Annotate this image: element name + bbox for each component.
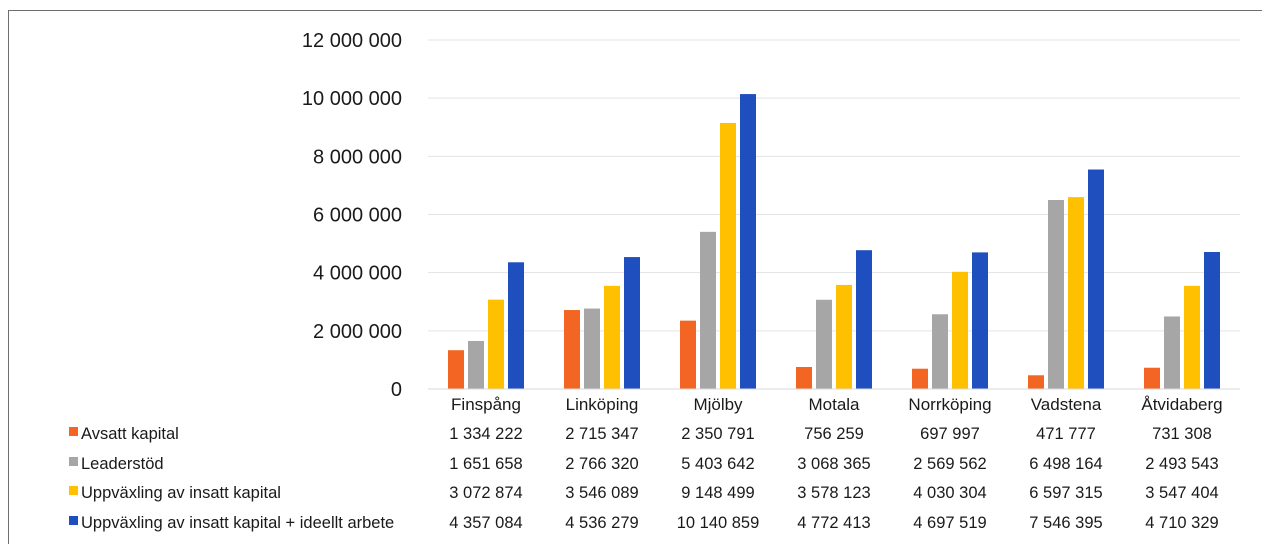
bar-2-1	[468, 340, 484, 389]
data-table-value: 3 546 089	[565, 484, 638, 502]
bar-1-4	[796, 367, 812, 389]
bar-4-4	[856, 250, 872, 389]
legend-label: Uppväxling av insatt kapital	[81, 484, 281, 502]
legend-label: Avsatt kapital	[81, 425, 179, 443]
data-table-value: 3 547 404	[1145, 484, 1218, 502]
data-table-value: 5 403 642	[681, 455, 754, 473]
bar-1-5	[912, 368, 928, 389]
legend-swatch	[69, 516, 78, 525]
legend-swatch	[69, 486, 78, 495]
data-table-value: 731 308	[1152, 425, 1212, 443]
bar-1-7	[1144, 367, 1160, 389]
bar-3-7	[1184, 285, 1200, 389]
data-table-value: 1 651 658	[449, 455, 522, 473]
bar-3-6	[1068, 197, 1084, 389]
bar-4-3	[740, 94, 756, 390]
data-table-value: 2 493 543	[1145, 455, 1218, 473]
data-table-value: 4 030 304	[913, 484, 986, 502]
data-table-value: 3 068 365	[797, 455, 870, 473]
category-label: Vadstena	[1031, 395, 1102, 414]
data-table-value: 2 766 320	[565, 455, 638, 473]
category-label: Norrköping	[908, 395, 991, 414]
data-table-value: 2 350 791	[681, 425, 754, 443]
legend-label: Leaderstöd	[81, 455, 164, 473]
bar-1-1	[448, 350, 464, 389]
category-label: Åtvidaberg	[1141, 395, 1222, 414]
y-tick-label: 4 000 000	[313, 263, 402, 285]
bar-2-2	[584, 308, 600, 389]
data-table-value: 9 148 499	[681, 484, 754, 502]
gridlines	[428, 39, 1240, 332]
data-table-value: 3 072 874	[449, 484, 522, 502]
bar-2-7	[1164, 316, 1180, 389]
data-table-value: 4 697 519	[913, 514, 986, 532]
y-axis-ticks: 0 2 000 000 4 000 000 6 000 000 8 000 000 10 …	[302, 30, 402, 401]
legend-swatch	[69, 457, 78, 466]
category-label: Linköping	[566, 395, 639, 414]
data-table-value: 10 140 859	[677, 514, 760, 532]
bar-3-2	[604, 285, 620, 389]
data-table: Avsatt kapital 1 334 222 2 715 347 2 350 79…	[69, 425, 1219, 532]
bar-1-6	[1028, 375, 1044, 389]
data-table-value: 1 334 222	[449, 425, 522, 443]
bar-2-5	[932, 314, 948, 389]
data-table-value: 6 498 164	[1029, 455, 1102, 473]
y-tick-label: 6 000 000	[313, 205, 402, 227]
y-tick-label: 2 000 000	[313, 321, 402, 343]
bar-3-4	[836, 284, 852, 389]
data-table-value: 7 546 395	[1029, 514, 1102, 532]
bar-1-2	[564, 310, 580, 389]
y-tick-label: 10 000 000	[302, 88, 402, 110]
data-table-value: 3 578 123	[797, 484, 870, 502]
legend-swatch	[69, 427, 78, 436]
data-table-value: 756 259	[804, 425, 864, 443]
bar-3-1	[488, 299, 504, 389]
data-table-value: 2 569 562	[913, 455, 986, 473]
data-table-value: 2 715 347	[565, 425, 638, 443]
category-label: Finspång	[451, 395, 521, 414]
bar-4-6	[1088, 169, 1104, 389]
bar-2-6	[1048, 200, 1064, 389]
data-table-value: 4 772 413	[797, 514, 870, 532]
bars	[448, 94, 1220, 390]
y-tick-label: 8 000 000	[313, 146, 402, 168]
bar-2-4	[816, 299, 832, 389]
data-table-value: 471 777	[1036, 425, 1096, 443]
y-tick-label: 0	[391, 379, 402, 401]
data-table-value: 697 997	[920, 425, 980, 443]
bar-2-3	[700, 231, 716, 389]
legend-label: Uppväxling av insatt kapital + ideellt a…	[81, 514, 394, 532]
category-labels: Finspång Linköping Mjölby Motala Norrköping V…	[451, 395, 1223, 414]
bar-1-3	[680, 320, 696, 389]
data-table-value: 6 597 315	[1029, 484, 1102, 502]
bar-3-3	[720, 122, 736, 389]
data-table-value: 4 357 084	[449, 514, 522, 532]
bar-4-7	[1204, 252, 1220, 389]
category-label: Motala	[808, 395, 860, 414]
bar-3-5	[952, 271, 968, 389]
category-label: Mjölby	[693, 395, 743, 414]
chart-frame	[8, 10, 1262, 544]
bar-4-2	[624, 257, 640, 389]
bar-4-5	[972, 252, 988, 389]
data-table-value: 4 536 279	[565, 514, 638, 532]
data-table-value: 4 710 329	[1145, 514, 1218, 532]
bar-4-1	[508, 262, 524, 389]
y-tick-label: 12 000 000	[302, 30, 402, 52]
